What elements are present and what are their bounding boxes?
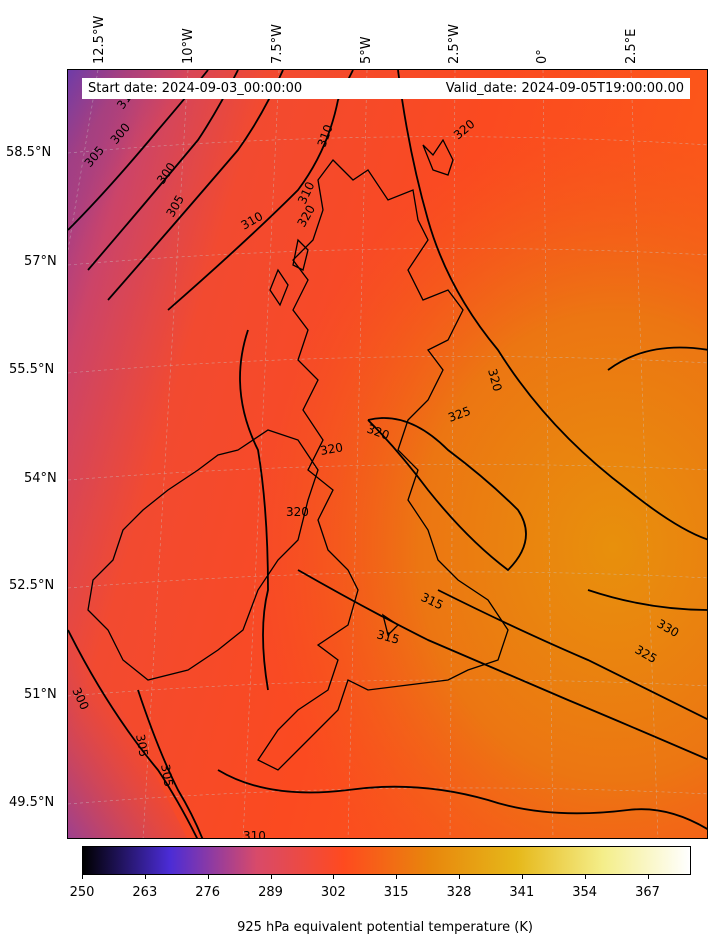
contour-label: 315	[375, 627, 401, 646]
lon-label: 2.5°E	[624, 28, 639, 64]
colorbar-tick-mark	[584, 875, 586, 879]
colorbar-label: 925 hPa equivalent potential temperature…	[237, 920, 533, 935]
colorbar-tick-label: 328	[446, 885, 472, 900]
graticule	[68, 70, 707, 838]
colorbar-tick-label: 289	[258, 885, 283, 900]
lat-label: 51°N	[24, 687, 57, 702]
colorbar-tick-mark	[396, 875, 398, 879]
colorbar-tick-label: 367	[635, 885, 660, 900]
contour-305-nw2	[107, 70, 284, 301]
lat-label: 49.5°N	[9, 795, 55, 810]
cool-southwest	[68, 630, 187, 838]
contour-label: 310	[243, 829, 266, 839]
contour-300-sw	[68, 629, 198, 838]
lon-label: 2.5°W	[447, 23, 462, 64]
lon-label: 7.5°W	[270, 23, 285, 64]
valid-date-text: Valid_date: 2024-09-05T19:00:00.00	[445, 81, 684, 96]
colorbar-tick-label: 276	[195, 885, 221, 900]
contour-label: 305	[133, 733, 151, 758]
colorbar-tick-label: 354	[572, 885, 598, 900]
lon-label: 12.5°W	[92, 15, 107, 64]
colorbar-tick-mark	[333, 875, 335, 879]
colorbar-tick-mark	[647, 875, 649, 879]
contour-325-east	[437, 589, 707, 721]
colorbar-tick-mark	[144, 875, 146, 879]
colorbar-tick-mark	[459, 875, 460, 879]
colorbar-tick-label: 341	[509, 885, 535, 900]
colorbar-tick-label: 315	[383, 885, 409, 900]
contour-305-sw	[137, 689, 204, 838]
lat-label: 52.5°N	[9, 578, 55, 593]
contour-330-east	[587, 589, 707, 611]
contour-310-west	[239, 329, 269, 691]
colorbar-tick-label: 302	[320, 885, 346, 900]
colorbar-tick-mark	[270, 875, 272, 879]
theta-e-map: 310 300 305 300 305 310 310 310 320 320 …	[68, 70, 707, 839]
colorbar-tick-mark	[82, 875, 83, 879]
colorbar-tick-mark	[207, 875, 209, 879]
warm-plume	[68, 70, 707, 838]
lat-label: 57°N	[24, 254, 57, 269]
lon-label: 10°W	[181, 28, 196, 64]
lon-label: 0°	[535, 49, 550, 64]
lat-label: 54°N	[24, 471, 57, 486]
colorbar-tick-label: 263	[132, 885, 158, 900]
colorbar	[82, 846, 691, 875]
start-date-text: Start date: 2024-09-03_00:00:00	[88, 81, 303, 96]
lat-label: 55.5°N	[9, 362, 55, 377]
contour-label: 320	[485, 367, 504, 393]
lat-label: 58.5°N	[6, 145, 52, 160]
colorbar-tick-mark	[521, 875, 523, 879]
contour-330-loop	[607, 346, 707, 371]
colorbar-tick-label: 250	[69, 885, 95, 900]
contour-label: 320	[286, 505, 309, 519]
contour-320-north	[397, 70, 707, 541]
contour-310-south	[217, 769, 707, 830]
contour-label: 320	[319, 440, 344, 458]
map-panel: 310 300 305 300 305 310 310 310 320 320 …	[67, 69, 708, 839]
lon-label: 5°W	[359, 36, 374, 64]
contour-label: 305	[158, 763, 176, 788]
contour-300-nw	[87, 70, 239, 271]
contour-320-loop	[367, 417, 527, 572]
contour-315-south	[297, 569, 707, 761]
date-info-box: Start date: 2024-09-03_00:00:00 Valid_da…	[82, 78, 690, 99]
contour-310-north	[167, 70, 354, 311]
